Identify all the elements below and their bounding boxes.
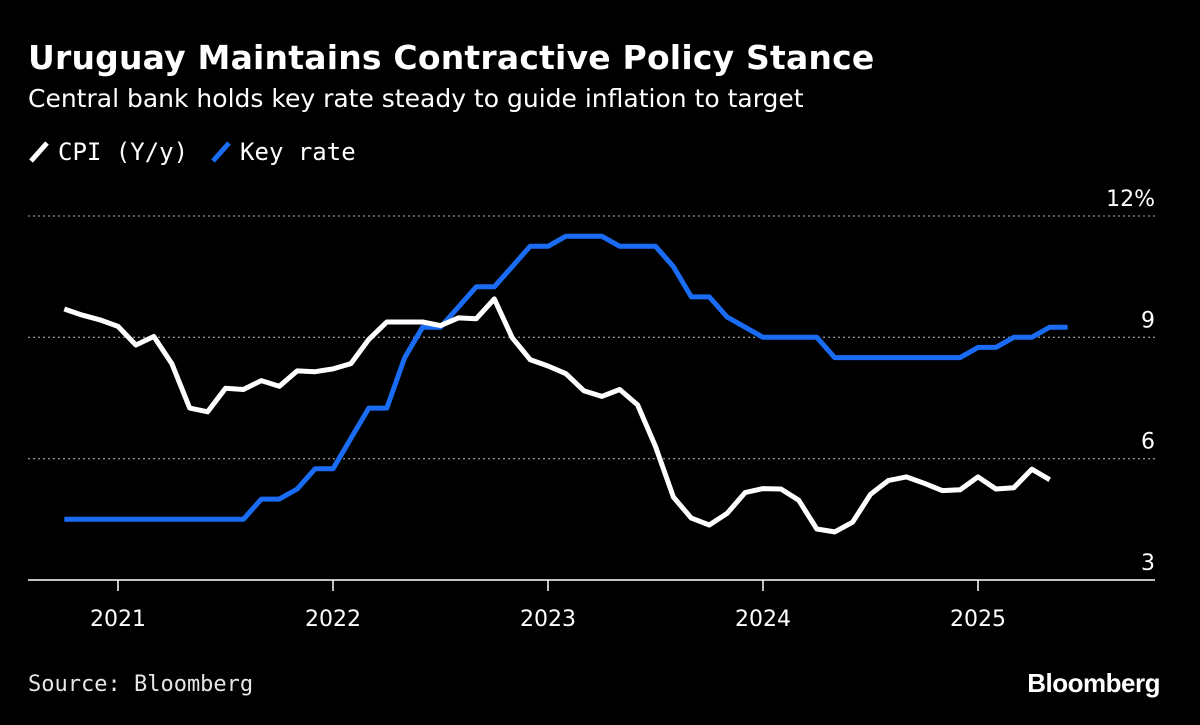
y-tick-label: 3 <box>1141 551 1155 576</box>
y-tick-label: 12% <box>1106 187 1155 212</box>
y-tick-label: 9 <box>1141 308 1155 333</box>
chart-subtitle: Central bank holds key rate steady to gu… <box>28 84 804 113</box>
legend-label-cpi: CPI (Y/y) <box>58 138 189 166</box>
bloomberg-logo: Bloomberg <box>1027 668 1160 698</box>
series-line-cpi <box>63 296 1051 535</box>
source-note: Source: Bloomberg <box>28 672 254 697</box>
series-layer <box>63 233 1068 535</box>
x-tick-label: 2023 <box>520 607 576 632</box>
x-tick-label: 2024 <box>735 607 791 632</box>
legend-label-key-rate: Key rate <box>240 138 356 166</box>
x-tick-label: 2021 <box>90 607 146 632</box>
legend-swatch-cpi <box>29 141 49 163</box>
grid-layer <box>28 215 1155 581</box>
series-line-key-rate <box>64 233 1068 522</box>
axis-layer: 3 6 9 12% 2021 2022 2023 2024 2025 <box>90 187 1155 632</box>
legend: CPI (Y/y) Key rate <box>28 138 356 166</box>
chart-title: Uruguay Maintains Contractive Policy Sta… <box>28 38 875 77</box>
x-tick-label: 2025 <box>950 607 1006 632</box>
y-tick-label: 6 <box>1141 430 1155 455</box>
x-tick-label: 2022 <box>305 607 361 632</box>
legend-item-cpi: CPI (Y/y) <box>28 138 188 166</box>
legend-item-key-rate: Key rate <box>210 138 356 166</box>
legend-swatch-key-rate <box>211 141 231 163</box>
